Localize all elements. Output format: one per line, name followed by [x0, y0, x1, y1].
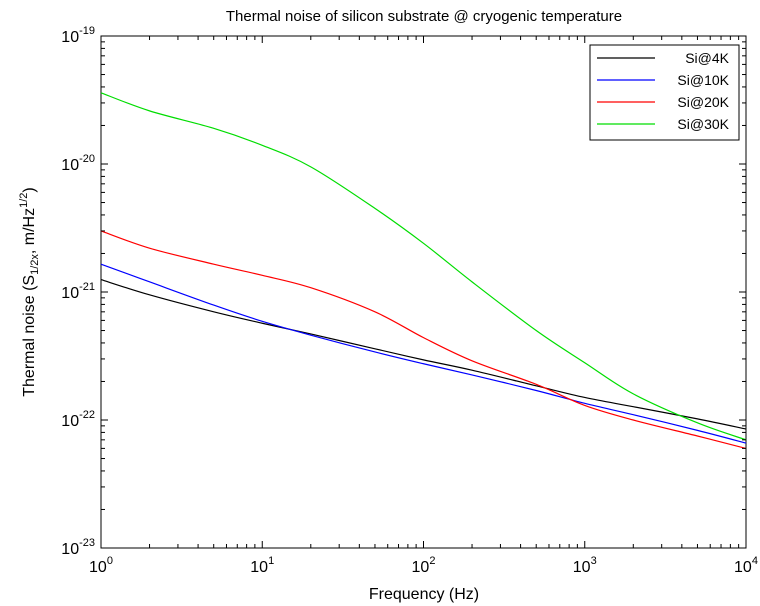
- x-tick-label: 100: [89, 555, 113, 576]
- series-layer: [100, 92, 747, 449]
- y-axis-label-mid: , m/Hz: [21, 208, 38, 254]
- series-line-si-20k: [100, 230, 747, 449]
- legend-label: Si@4K: [685, 50, 729, 66]
- y-tick-label: 10-22: [61, 409, 95, 430]
- y-tick-label: 10-23: [61, 537, 95, 558]
- x-tick-label: 103: [573, 555, 597, 576]
- legend-label: Si@30K: [677, 116, 729, 132]
- chart-title: Thermal noise of silicon substrate @ cry…: [226, 8, 622, 25]
- y-axis-label-sub: 1/2x: [29, 254, 41, 275]
- y-axis-label: Thermal noise (S1/2x, m/Hz1/2): [18, 187, 41, 396]
- y-tick-label: 10-21: [61, 281, 95, 302]
- axis-layer: 100 101 102 103 104 10-23 10-22 10-21 10-20 10-19: [61, 25, 758, 576]
- x-tick-label: 102: [412, 555, 436, 576]
- x-tick-label: 101: [250, 555, 274, 576]
- y-axis-label-prefix: Thermal noise (S: [21, 275, 38, 397]
- y-tick-label: 10-20: [61, 153, 95, 174]
- series-line-si-4k: [100, 279, 747, 430]
- x-axis-label: Frequency (Hz): [369, 586, 479, 603]
- legend: Si@4K Si@10K Si@20K Si@30K: [589, 44, 740, 141]
- legend-label: Si@10K: [677, 72, 729, 88]
- series-line-si-10k: [100, 263, 747, 444]
- y-axis-label-suffix: ): [21, 187, 38, 192]
- y-axis-label-sup: 1/2: [18, 193, 30, 208]
- x-tick-label: 104: [734, 555, 758, 576]
- y-tick-label: 10-19: [61, 25, 95, 46]
- series-line-si-30k: [100, 92, 747, 441]
- legend-label: Si@20K: [677, 94, 729, 110]
